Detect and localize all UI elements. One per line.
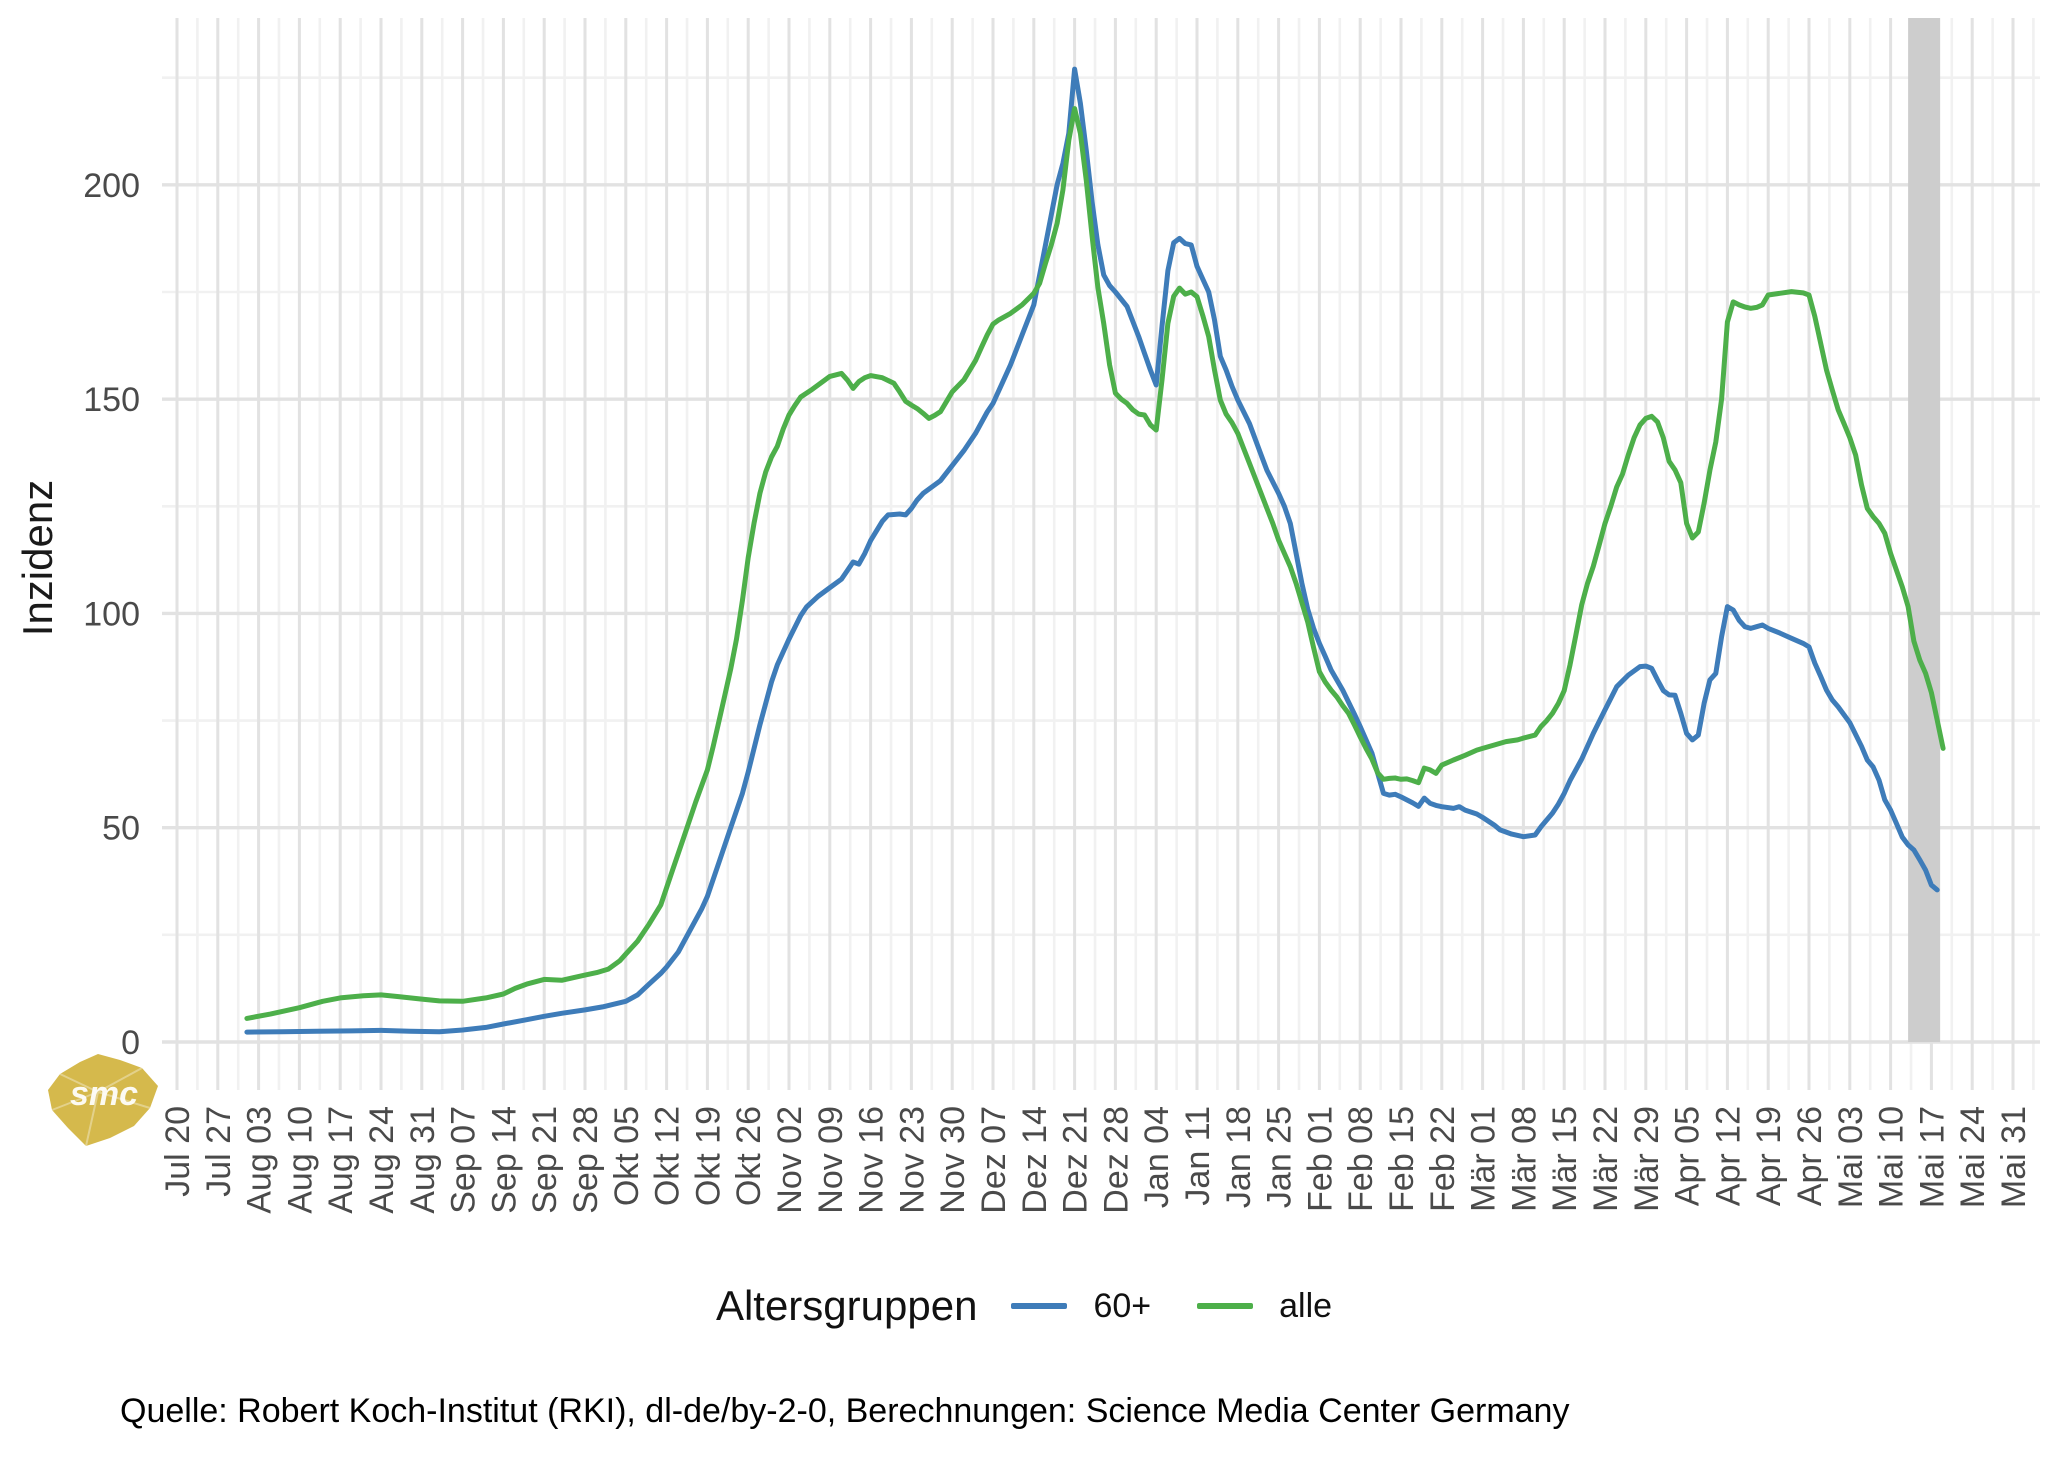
x-tick-label: Okt 26 [730,1106,768,1206]
x-tick-label: Apr 05 [1669,1106,1707,1206]
x-tick-label: Feb 08 [1342,1106,1380,1212]
gridlines-minor [162,18,2040,1090]
x-tick-label: Sep 28 [567,1106,605,1214]
gridlines-major [162,18,2040,1090]
x-tick-label: Apr 12 [1709,1106,1747,1206]
data-lines [244,66,1946,1035]
source-caption: Quelle: Robert Koch-Institut (RKI), dl-d… [120,1392,1570,1430]
x-tick-label: Dez 14 [1016,1106,1054,1214]
series-line-alle [244,106,1946,1021]
x-tick-label: Nov 16 [853,1106,891,1214]
x-tick-label: Feb 01 [1301,1106,1339,1212]
x-tick-label: Mär 22 [1587,1106,1625,1212]
smc-logo: smc [48,1054,158,1147]
legend-label-60+: 60+ [1093,1286,1152,1325]
x-tick-label: Jan 18 [1220,1106,1258,1208]
x-tick-label: Aug 24 [363,1106,401,1214]
x-tick-label: Dez 28 [1097,1106,1135,1214]
x-tick-label: Jan 25 [1261,1106,1299,1208]
x-tick-label: Jul 20 [159,1106,197,1197]
legend-items: 60+ alle [1011,1287,1332,1326]
x-tick-label: Sep 21 [526,1106,564,1214]
y-tick-label: 200 [83,167,140,205]
x-tick-label: Nov 23 [893,1106,931,1214]
legend-swatch-60+ [1011,1303,1068,1309]
smc-logo-shape [48,1054,158,1146]
x-tick-label: Apr 19 [1750,1106,1788,1206]
x-tick-label: Nov 02 [771,1106,809,1214]
legend-label-alle: alle [1279,1286,1333,1325]
y-tick-label: 100 [83,595,140,633]
x-tick-label: Feb 22 [1424,1106,1462,1212]
y-axis-labels: 0 50 100 150 200 [83,167,140,1062]
legend: Altersgruppen 60+ alle [0,1282,2048,1330]
y-tick-label: 150 [83,381,140,419]
smc-logo-facets [51,1067,151,1147]
x-tick-label: Mai 10 [1873,1106,1911,1208]
x-tick-label: Aug 10 [281,1106,319,1214]
x-tick-label: Aug 17 [322,1106,360,1214]
x-tick-label: Mai 24 [1954,1106,1992,1208]
legend-item-60+: 60+ [1011,1287,1151,1326]
smc-logo-text: smc [70,1075,138,1113]
x-tick-label: Aug 03 [241,1106,279,1214]
x-tick-label: Mai 17 [1913,1106,1951,1208]
x-tick-label: Dez 07 [975,1106,1013,1214]
x-tick-label: Feb 15 [1383,1106,1421,1212]
legend-item-alle: alle [1197,1287,1332,1326]
x-tick-label: Mär 01 [1465,1106,1503,1212]
x-tick-label: Jul 27 [200,1106,238,1197]
x-tick-label: Mai 31 [1995,1106,2033,1208]
x-tick-label: Mai 03 [1832,1106,1870,1208]
x-tick-label: Okt 05 [608,1106,646,1206]
x-tick-label: Jan 04 [1138,1106,1176,1208]
x-tick-label: Aug 31 [404,1106,442,1214]
x-tick-label: Sep 14 [485,1106,523,1214]
x-tick-label: Sep 07 [445,1106,483,1214]
y-tick-label: 50 [102,810,140,848]
y-axis-title: Inzidenz [14,480,61,636]
x-tick-label: Nov 30 [934,1106,972,1214]
series-line-60+ [244,66,1940,1035]
x-tick-label: Okt 12 [649,1106,687,1206]
x-tick-label: Apr 26 [1791,1106,1829,1206]
x-axis-labels: Jul 20 Jul 27 Aug 03 Aug 10 Aug 17 Aug 24 Aug … [159,1106,2033,1214]
x-tick-label: Mär 15 [1546,1106,1584,1212]
x-tick-label: Jan 11 [1179,1106,1217,1206]
y-tick-label: 0 [121,1024,140,1062]
legend-title: Altersgruppen [715,1282,978,1329]
x-tick-label: Mär 29 [1628,1106,1666,1212]
x-tick-label: Okt 19 [689,1106,727,1206]
x-tick-label: Dez 21 [1057,1106,1095,1214]
legend-swatch-alle [1197,1303,1254,1309]
x-tick-label: Nov 09 [812,1106,850,1214]
x-tick-label: Mär 08 [1505,1106,1543,1212]
